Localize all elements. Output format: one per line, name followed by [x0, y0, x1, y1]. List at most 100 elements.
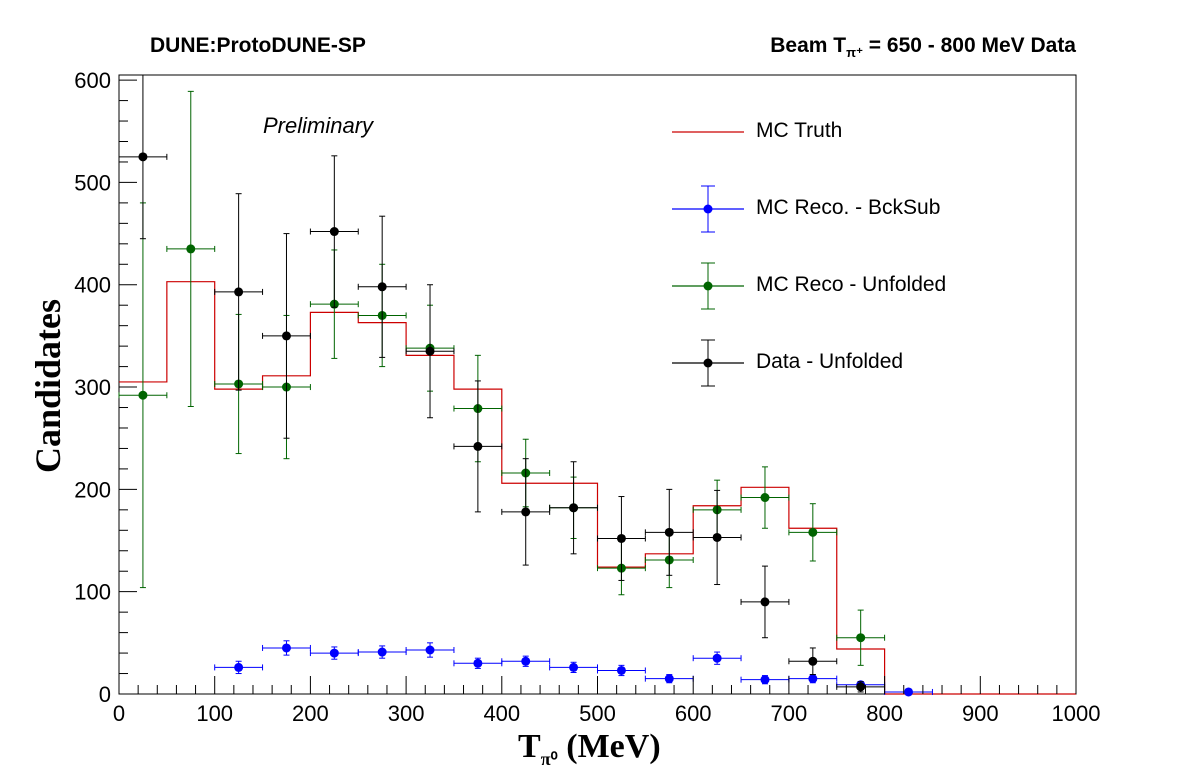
- series-2-point: [166, 90, 216, 407]
- series-1-point: [405, 642, 455, 658]
- series-3-point: [405, 284, 455, 419]
- data-point-marker: [473, 658, 483, 668]
- data-points: [118, 74, 933, 697]
- data-point-marker: [808, 656, 818, 666]
- legend-marker: [703, 281, 713, 291]
- series-2-point: [788, 503, 838, 562]
- y-tick-label: 100: [74, 580, 111, 605]
- series-1-point: [597, 664, 646, 677]
- x-tick-label: 700: [771, 701, 808, 726]
- preliminary-annotation: Preliminary: [263, 113, 374, 138]
- data-point-marker: [808, 674, 818, 684]
- series-1-point: [788, 674, 838, 684]
- data-point-marker: [377, 282, 387, 292]
- x-tick-label: 300: [388, 701, 425, 726]
- title-right-sub: π⁺: [846, 45, 863, 61]
- data-point-marker: [712, 532, 722, 542]
- x-axis-label-sub: π⁰: [540, 748, 558, 769]
- series-3-point: [309, 155, 359, 308]
- series-1-point: [501, 655, 551, 667]
- series-1-point: [357, 645, 407, 659]
- data-point-marker: [664, 527, 674, 537]
- y-tick-label: 0: [99, 682, 111, 707]
- data-point-marker: [329, 227, 339, 237]
- data-point-marker: [186, 244, 196, 254]
- chart-title-left: DUNE:ProtoDUNE-SP: [150, 34, 366, 57]
- data-point-marker: [234, 287, 244, 297]
- x-axis-label-main: T: [518, 728, 541, 765]
- series-3-point: [262, 233, 311, 439]
- series-1-point: [262, 640, 311, 656]
- x-axis-label: Tπ⁰ (MeV): [518, 728, 661, 770]
- series-3-point: [453, 380, 503, 513]
- legend-marker: [703, 204, 713, 214]
- series-3-point: [788, 647, 838, 676]
- data-point-marker: [473, 441, 483, 451]
- data-point-marker: [138, 390, 148, 400]
- series-2-point: [118, 202, 168, 589]
- legend-entry-symbol: [672, 262, 744, 310]
- series-1-point: [884, 687, 933, 697]
- data-point-marker: [856, 682, 866, 692]
- legend: [672, 131, 744, 387]
- data-point-marker: [377, 647, 387, 657]
- data-point-marker: [521, 656, 531, 666]
- legend-marker: [703, 358, 713, 368]
- title-right-prefix: Beam T: [770, 34, 847, 57]
- data-point-marker: [569, 503, 579, 513]
- series-1-point: [214, 660, 264, 675]
- series-1-point: [692, 651, 742, 665]
- y-tick-label: 200: [74, 477, 111, 502]
- y-tick-label: 500: [74, 170, 111, 195]
- series-3-point: [214, 193, 264, 391]
- series-2-point: [836, 609, 886, 666]
- data-point-marker: [904, 687, 914, 697]
- legend-entry-symbol: [672, 185, 744, 233]
- x-axis-label-suffix: (MeV): [557, 728, 661, 765]
- series-3-point: [740, 565, 790, 639]
- x-tick-label: 1000: [1052, 701, 1101, 726]
- y-tick-label: 400: [74, 273, 111, 298]
- mc-truth-step-line: [119, 281, 1076, 695]
- series-1-point: [740, 675, 790, 685]
- series-1-point: [644, 674, 694, 684]
- x-tick-label: 600: [675, 701, 712, 726]
- data-point-marker: [281, 643, 291, 653]
- data-point-marker: [234, 662, 244, 672]
- data-point-marker: [425, 645, 435, 655]
- series-3-point: [357, 215, 407, 358]
- data-point-marker: [616, 665, 626, 675]
- series-1-point: [309, 646, 359, 660]
- x-tick-label: 500: [579, 701, 616, 726]
- data-point-marker: [425, 346, 435, 356]
- data-point-marker: [760, 675, 770, 685]
- series-3-point: [644, 488, 694, 576]
- data-point-marker: [521, 507, 531, 517]
- data-point-marker: [138, 152, 148, 162]
- y-axis-label: Candidates: [28, 298, 68, 474]
- legend-label: MC Reco. - BckSub: [756, 196, 941, 219]
- y-tick-label: 600: [74, 68, 111, 93]
- legend-label: MC Reco - Unfolded: [756, 273, 947, 296]
- x-tick-label: 200: [292, 701, 329, 726]
- x-tick-label: 900: [962, 701, 999, 726]
- axes: 0 100 200 300 400 500 600 700 800 900 1000 0 100 200 3…: [74, 68, 1100, 726]
- data-point-marker: [616, 533, 626, 543]
- mc-truth-histogram: [119, 281, 1076, 695]
- series-1-point: [453, 657, 503, 669]
- data-point-marker: [760, 597, 770, 607]
- data-point-marker: [760, 493, 770, 503]
- legend-entry-symbol: [672, 339, 744, 387]
- data-point-marker: [569, 662, 579, 672]
- data-point-marker: [712, 653, 722, 663]
- series-3-point: [118, 74, 168, 240]
- series-3-point: [836, 681, 886, 693]
- x-tick-label: 100: [196, 701, 233, 726]
- title-right-suffix: = 650 - 800 MeV Data: [862, 34, 1076, 57]
- x-tick-label: 800: [866, 701, 903, 726]
- legend-label: MC Truth: [756, 119, 843, 142]
- data-point-marker: [856, 633, 866, 643]
- x-tick-label: 400: [483, 701, 520, 726]
- y-tick-label: 300: [74, 375, 111, 400]
